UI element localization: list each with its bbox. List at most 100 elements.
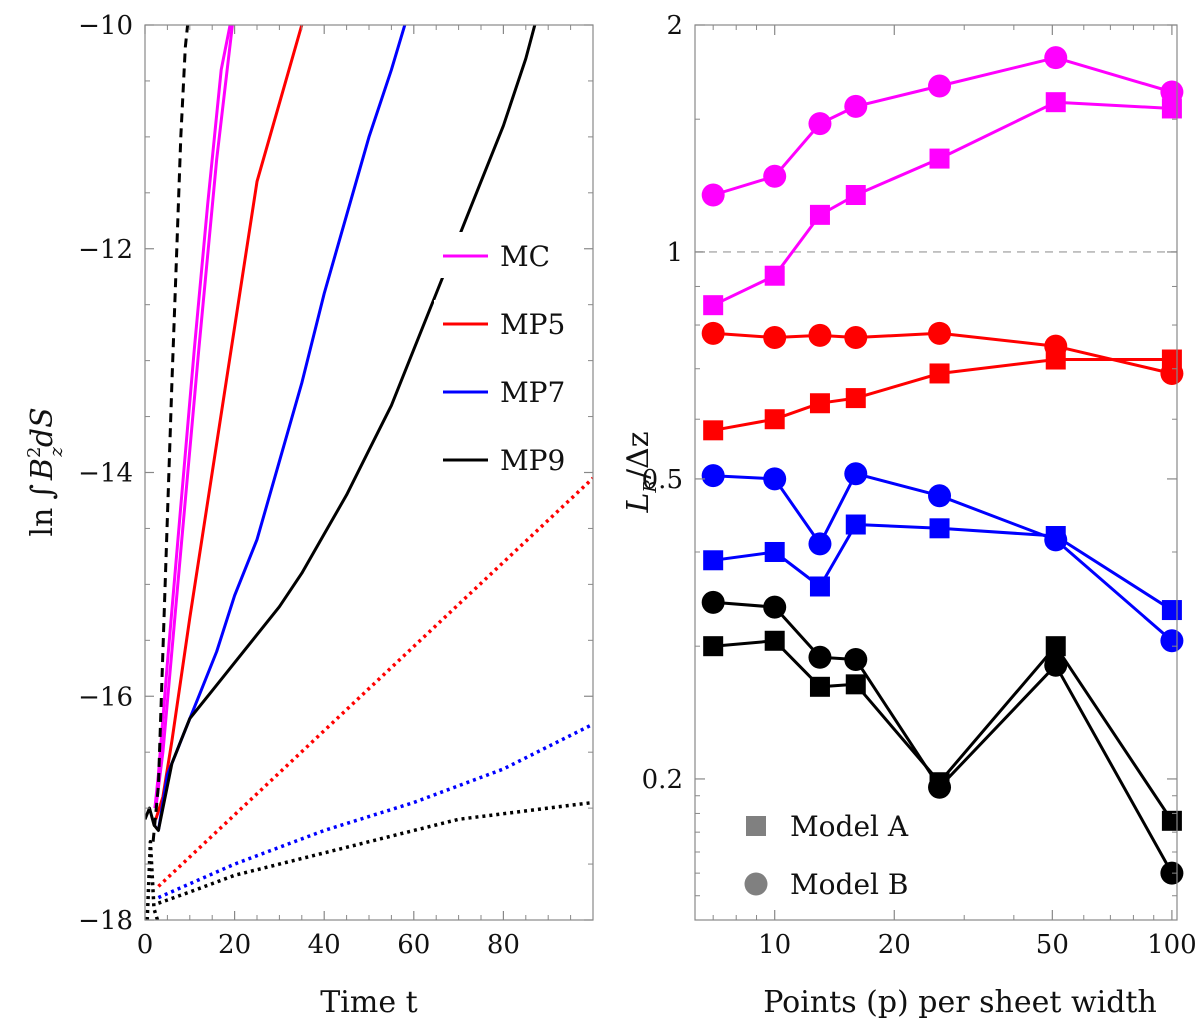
right-marker-mp5-model-a: [929, 363, 950, 384]
left-legend-label-mp5: MP5: [500, 308, 565, 341]
right-marker-mc-model-b: [1160, 80, 1184, 104]
right-x-tick-label: 100: [1147, 930, 1197, 960]
right-marker-mp5-model-b: [1160, 361, 1184, 385]
right-marker-mp7-model-b: [701, 464, 725, 488]
right-y-tick-label: 0.5: [642, 465, 683, 495]
right-marker-mp7-model-b: [763, 467, 787, 491]
right-marker-mp9-model-a: [764, 630, 785, 651]
left-y-tick-label: −12: [78, 235, 133, 265]
left-legend-label-mp9: MP9: [500, 444, 565, 477]
left-y-label-sup: 2: [24, 447, 45, 458]
right-marker-mp9-model-a: [1161, 810, 1182, 831]
right-marker-mp7-model-a: [764, 541, 785, 562]
right-series-group: [701, 46, 1184, 885]
right-marker-mp5-model-b: [808, 323, 832, 347]
left-y-axis-label: ln ∫ B2zdS: [24, 407, 67, 536]
left-chart-growth-rates: −18 −16 −14 −12 −10 0 20 40 60 80 Time t ln ∫ B2zdS…: [24, 11, 594, 1020]
right-marker-mp7-model-b: [808, 532, 832, 556]
left-y-tick-label: −16: [78, 682, 133, 712]
right-y-tick-label: 2: [666, 11, 683, 41]
right-marker-mp5-model-b: [763, 326, 787, 350]
right-y-label-l: L: [621, 493, 656, 514]
right-legend-label-model-b: Model B: [790, 868, 908, 901]
right-marker-mp7-model-b: [1044, 528, 1068, 552]
right-marker-mp7-model-a: [1161, 600, 1182, 621]
right-marker-mc-model-a: [845, 185, 866, 206]
right-marker-mc-model-a: [764, 265, 785, 286]
right-ticks-group: 0.2 0.5 1 2 10 20 50 100: [642, 11, 1197, 960]
right-marker-mp5-model-a: [809, 393, 830, 414]
right-marker-mp7-model-b: [928, 484, 952, 508]
left-series-mp5-solid: [154, 25, 304, 820]
left-series-mp9-solid: [145, 25, 537, 832]
right-marker-mp9-model-a: [845, 674, 866, 695]
right-marker-mp7-model-a: [929, 518, 950, 539]
left-series-mp7-dotted: [157, 722, 593, 900]
right-y-axis-label: LR/Δz: [621, 431, 661, 513]
right-y-tick-label: 1: [666, 238, 683, 268]
right-marker-mp9-model-b: [1160, 861, 1184, 885]
right-marker-mp9-model-b: [701, 590, 725, 614]
right-marker-mp5-model-b: [844, 326, 868, 350]
left-y-tick-label: −14: [78, 459, 133, 489]
right-marker-mc-model-a: [809, 204, 830, 225]
left-y-label-integral: ∫: [25, 484, 60, 500]
right-legend-marker-model-a: [746, 816, 766, 836]
right-marker-mp7-model-a: [809, 576, 830, 597]
left-x-tick-label: 20: [218, 930, 251, 960]
right-marker-mp9-model-b: [928, 775, 952, 799]
left-y-label-ln: ln: [25, 508, 60, 537]
right-marker-mp7-model-a: [703, 550, 724, 571]
left-series-group: [145, 25, 593, 920]
right-marker-mc-model-b: [844, 94, 868, 118]
left-series-mp9-dotted: [157, 800, 593, 905]
right-chart-resolution: 0.2 0.5 1 2 10 20 50 100 Points (p) per sheet w…: [621, 11, 1197, 1020]
right-x-tick-label: 20: [878, 930, 911, 960]
left-ticks-group: −18 −16 −14 −12 −10 0 20 40 60 80: [78, 11, 593, 960]
right-marker-mp5-model-a: [845, 388, 866, 409]
right-marker-mc-model-a: [703, 295, 724, 316]
left-legend: MC MP5 MP7 MP9: [434, 232, 584, 482]
left-x-tick-label: 0: [137, 930, 154, 960]
right-y-label-suffix: /Δz: [621, 431, 656, 479]
right-marker-mc-model-b: [763, 164, 787, 188]
left-y-tick-label: −18: [78, 906, 133, 936]
right-marker-mp9-model-b: [808, 645, 832, 669]
right-marker-mp7-model-b: [844, 462, 868, 486]
left-x-tick-label: 40: [308, 930, 341, 960]
left-x-tick-label: 60: [397, 930, 430, 960]
left-y-tick-label: −10: [78, 11, 133, 41]
left-series-mp9-dashed: [151, 25, 190, 842]
right-x-axis-label: Points (p) per sheet width: [763, 985, 1157, 1020]
right-plot-frame: [694, 24, 1178, 921]
left-series-initial-transient-dotted: [145, 839, 160, 920]
left-series-mp5-dotted: [157, 476, 593, 888]
left-x-tick-label: 80: [487, 930, 520, 960]
right-x-tick-label: 50: [1036, 930, 1069, 960]
left-legend-label-mc: MC: [500, 240, 550, 273]
left-series-mc-solid-second: [154, 25, 234, 809]
right-marker-mp9-model-a: [703, 636, 724, 657]
right-marker-mp7-model-a: [845, 514, 866, 535]
left-y-label-b: B: [25, 458, 60, 481]
left-legend-label-mp7: MP7: [500, 376, 565, 409]
right-marker-mc-model-b: [1044, 46, 1068, 70]
right-x-tick-label: 10: [758, 930, 791, 960]
right-marker-mp9-model-a: [809, 676, 830, 697]
right-y-tick-label: 0.2: [642, 765, 683, 795]
right-marker-mp9-model-a: [1045, 636, 1066, 657]
right-marker-mp9-model-b: [1044, 653, 1068, 677]
right-legend-label-model-a: Model A: [790, 810, 909, 843]
right-marker-mc-model-b: [928, 74, 952, 98]
right-legend: Model A Model B: [744, 810, 909, 901]
right-marker-mp5-model-a: [764, 409, 785, 430]
right-marker-mp5-model-b: [1044, 334, 1068, 358]
right-marker-mp5-model-b: [928, 321, 952, 345]
right-marker-mc-model-b: [808, 112, 832, 136]
right-legend-marker-model-b: [744, 872, 768, 896]
right-marker-mp9-model-b: [763, 595, 787, 619]
right-marker-mp9-model-b: [844, 648, 868, 672]
right-marker-mc-model-b: [701, 183, 725, 207]
right-y-label-sub: R: [640, 479, 661, 494]
